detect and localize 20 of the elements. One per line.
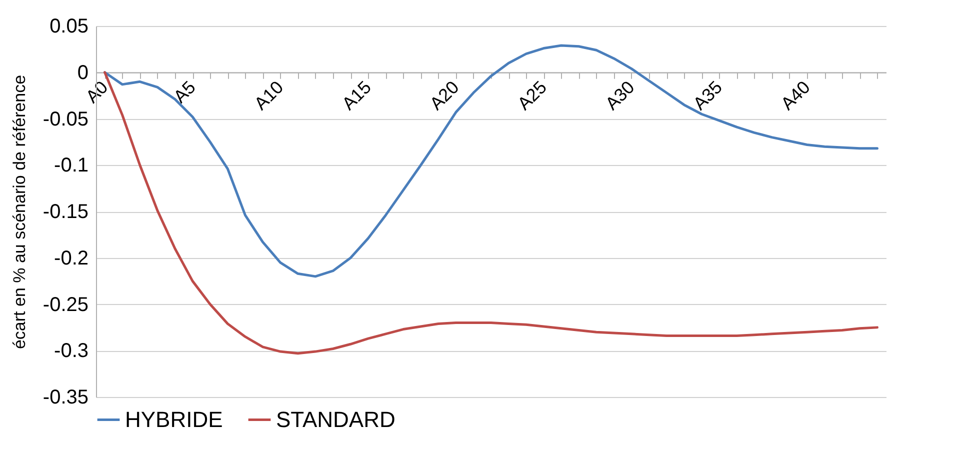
legend-label: HYBRIDE <box>125 406 223 432</box>
y-tick-label: -0.15 <box>42 201 88 223</box>
y-tick-label: 0 <box>77 62 88 84</box>
x-tick-label: A15 <box>338 77 375 114</box>
x-tick-label: A40 <box>777 77 814 114</box>
y-tick-label: -0.3 <box>54 340 88 362</box>
y-tick-label: -0.1 <box>54 154 88 177</box>
x-tick-label: A20 <box>426 77 463 114</box>
y-tick-label: -0.35 <box>42 386 88 408</box>
y-tick-label: -0.2 <box>54 247 88 270</box>
y-tick-label: -0.05 <box>42 108 88 130</box>
legend-label: STANDARD <box>276 406 396 432</box>
y-tick-label: -0.25 <box>42 294 88 316</box>
x-tick-label: A10 <box>250 77 288 114</box>
x-tick-label: A30 <box>602 77 638 114</box>
y-tick-label: 0.05 <box>50 16 88 38</box>
x-tick-label: A5 <box>170 77 200 107</box>
y-axis-title: écart en % au scénario de référence <box>10 74 29 350</box>
x-tick-label: A35 <box>689 77 726 114</box>
x-tick-label: A25 <box>514 77 551 114</box>
